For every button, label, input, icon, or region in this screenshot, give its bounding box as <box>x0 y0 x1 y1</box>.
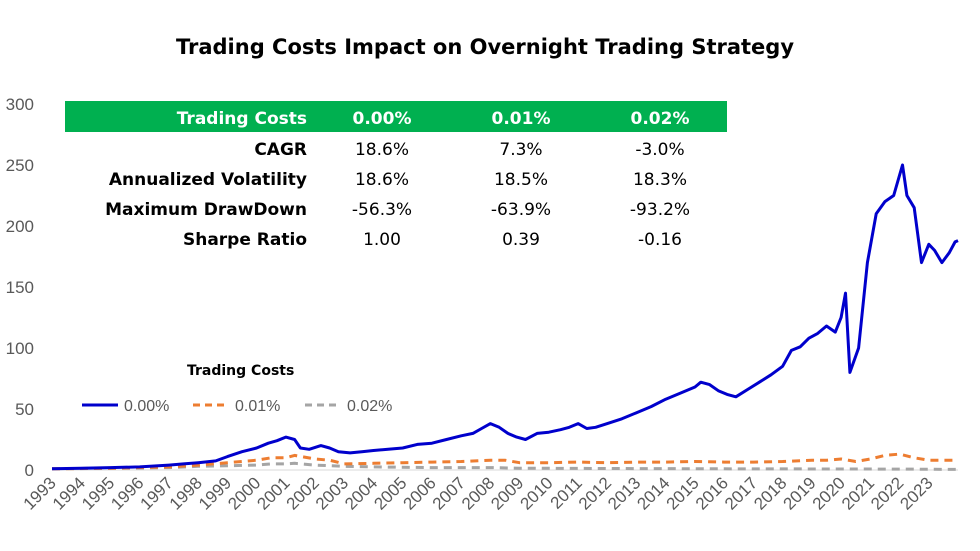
x-axis: 1993199419951996199719981999200020012002… <box>20 473 937 513</box>
x-tick-label: 2023 <box>896 473 936 513</box>
table-cell: 18.5% <box>494 170 548 190</box>
x-tick-label: 2020 <box>809 473 849 513</box>
table-cell: -3.0% <box>635 140 684 160</box>
x-tick-label: 2000 <box>224 473 264 513</box>
legend: Trading Costs 0.00% 0.01% 0.02% <box>82 363 392 415</box>
table-cell: 18.6% <box>355 140 409 160</box>
x-tick-label: 1999 <box>195 473 235 513</box>
x-tick-label: 2013 <box>604 473 644 513</box>
table-header-label: Trading Costs <box>177 109 307 129</box>
table-row-label: Maximum DrawDown <box>105 200 307 220</box>
x-tick-label: 2004 <box>341 473 381 513</box>
table-cell: -93.2% <box>630 200 690 220</box>
table-cell: 1.00 <box>363 230 401 250</box>
x-tick-label: 2015 <box>663 473 703 513</box>
x-tick-label: 2005 <box>370 473 410 513</box>
legend-label: 0.01% <box>235 398 280 415</box>
y-tick-label: 0 <box>25 461 34 480</box>
table-cell: -63.9% <box>491 200 551 220</box>
y-tick-label: 50 <box>15 400 34 419</box>
x-tick-label: 1994 <box>49 473 89 513</box>
x-tick-label: 2003 <box>312 473 352 513</box>
x-tick-label: 2016 <box>692 473 732 513</box>
x-tick-label: 2014 <box>633 473 673 513</box>
table-row-label: Sharpe Ratio <box>183 230 307 250</box>
x-tick-label: 2006 <box>400 473 440 513</box>
table-cell: 7.3% <box>499 140 542 160</box>
x-tick-label: 2018 <box>750 473 790 513</box>
x-tick-label: 2022 <box>867 473 907 513</box>
x-tick-label: 1996 <box>107 473 147 513</box>
table-row-label: CAGR <box>254 140 307 160</box>
y-tick-label: 200 <box>6 217 34 236</box>
x-tick-label: 2001 <box>253 473 293 513</box>
x-tick-label: 2007 <box>429 473 469 513</box>
table-col-header: 0.02% <box>631 109 690 129</box>
table-cell: -0.16 <box>638 230 682 250</box>
table-cell: 18.3% <box>633 170 687 190</box>
legend-title: Trading Costs <box>187 363 294 379</box>
x-tick-label: 1995 <box>78 473 118 513</box>
table-row-label: Annualized Volatility <box>109 170 307 190</box>
x-tick-label: 1998 <box>166 473 206 513</box>
x-tick-label: 2021 <box>838 473 878 513</box>
y-tick-label: 300 <box>6 95 34 114</box>
x-tick-label: 2011 <box>547 473 586 512</box>
table-header-bar <box>65 101 727 132</box>
x-tick-label: 2012 <box>575 473 615 513</box>
x-tick-label: 2008 <box>458 473 498 513</box>
table-cell: -56.3% <box>352 200 412 220</box>
y-tick-label: 100 <box>6 339 34 358</box>
table-col-header: 0.01% <box>492 109 551 129</box>
x-tick-label: 2009 <box>487 473 527 513</box>
x-tick-label: 2019 <box>780 473 820 513</box>
y-tick-label: 250 <box>6 156 34 175</box>
y-axis: 0 50 100 150 200 250 300 <box>6 95 34 480</box>
table-col-header: 0.00% <box>353 109 412 129</box>
series-line-0.00% <box>51 163 959 471</box>
x-tick-label: 2002 <box>283 473 323 513</box>
stats-table: Trading Costs 0.00% 0.01% 0.02% CAGR 18.… <box>65 101 727 250</box>
legend-label: 0.02% <box>347 398 392 415</box>
x-tick-label: 1997 <box>137 473 177 513</box>
legend-label: 0.00% <box>124 398 169 415</box>
series-line-0.01% <box>51 452 958 471</box>
table-cell: 0.39 <box>502 230 540 250</box>
y-tick-label: 150 <box>6 278 34 297</box>
series-layer <box>51 163 959 471</box>
table-cell: 18.6% <box>355 170 409 190</box>
x-tick-label: 2010 <box>516 473 556 513</box>
chart-title: Trading Costs Impact on Overnight Tradin… <box>176 35 794 59</box>
x-tick-label: 2017 <box>721 473 761 513</box>
